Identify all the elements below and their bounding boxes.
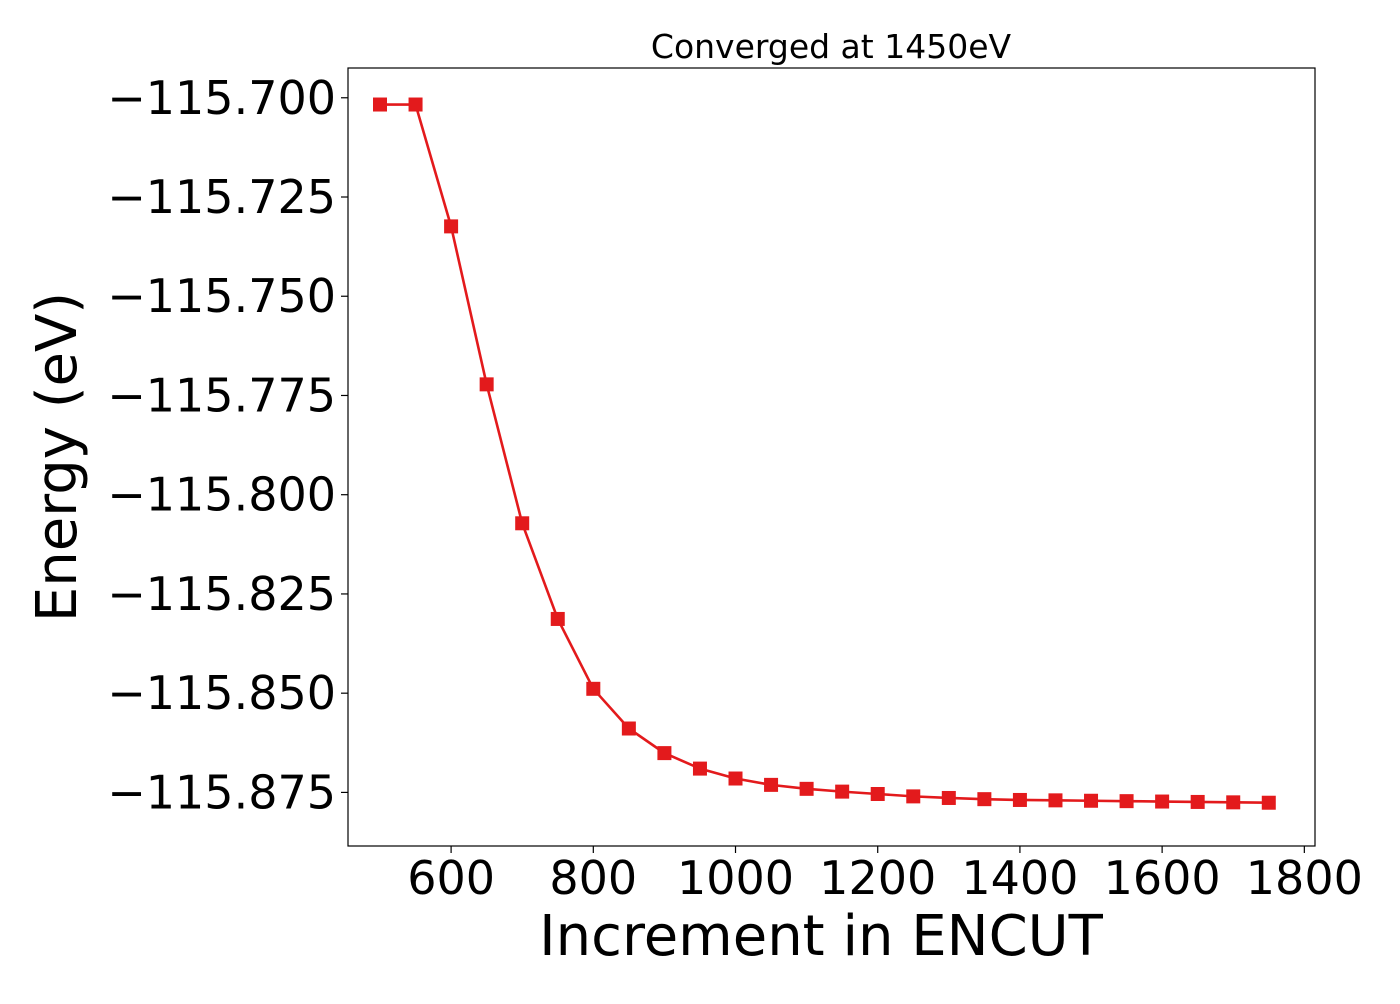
x-tick-label: 1600 [1104, 851, 1221, 905]
data-point-marker [621, 721, 636, 736]
x-tick-label: 1000 [677, 851, 794, 905]
y-tick-label: −115.800 [107, 468, 336, 522]
x-tick-label: 600 [407, 851, 495, 905]
y-axis-label: Energy (eV) [25, 292, 90, 622]
series-layer [373, 97, 1276, 810]
data-point-marker [906, 789, 921, 804]
x-axis-ticks: 600 800 1000 1200 1400 1600 1800 [407, 846, 1363, 905]
data-point-marker [515, 516, 530, 531]
data-point-marker [1048, 793, 1063, 808]
data-point-marker [870, 787, 885, 801]
y-tick-label: −115.775 [107, 368, 336, 422]
data-point-marker [408, 97, 423, 112]
data-point-marker [764, 777, 779, 792]
y-tick-label: −115.825 [107, 567, 336, 621]
data-point-marker [550, 611, 565, 626]
data-point-marker [1012, 792, 1027, 807]
data-point-marker [586, 681, 601, 696]
x-tick-label: 1800 [1246, 851, 1363, 905]
data-point-marker [444, 219, 459, 234]
data-point-marker [1261, 795, 1276, 810]
chart-title: Converged at 1450eV [651, 27, 1012, 66]
data-point-marker [373, 97, 387, 112]
data-point-marker [479, 377, 494, 392]
y-axis-ticks: −115.700 −115.725 −115.750 −115.775 −115.800… [107, 71, 348, 819]
data-point-marker [1155, 794, 1170, 809]
data-point-marker [657, 746, 672, 761]
y-tick-label: −115.750 [107, 269, 336, 323]
data-point-marker [977, 792, 992, 807]
data-point-marker [1190, 794, 1205, 809]
data-point-marker [1084, 793, 1099, 808]
y-tick-label: −115.725 [107, 170, 336, 224]
y-tick-label: −115.850 [107, 666, 336, 720]
x-tick-label: 800 [549, 851, 637, 905]
data-point-marker [799, 781, 814, 796]
x-axis-label: Increment in ENCUT [539, 904, 1104, 969]
x-tick-label: 1400 [961, 851, 1078, 905]
plot-area-frame [347, 67, 1316, 847]
data-point-marker [692, 761, 707, 776]
y-tick-label: −115.875 [107, 765, 336, 819]
data-point-marker [835, 784, 850, 799]
data-point-marker [1119, 794, 1134, 809]
x-tick-label: 1200 [819, 851, 936, 905]
data-point-marker [941, 790, 956, 805]
data-point-marker [1226, 795, 1241, 810]
data-point-marker [728, 771, 743, 786]
y-tick-label: −115.700 [107, 71, 336, 125]
